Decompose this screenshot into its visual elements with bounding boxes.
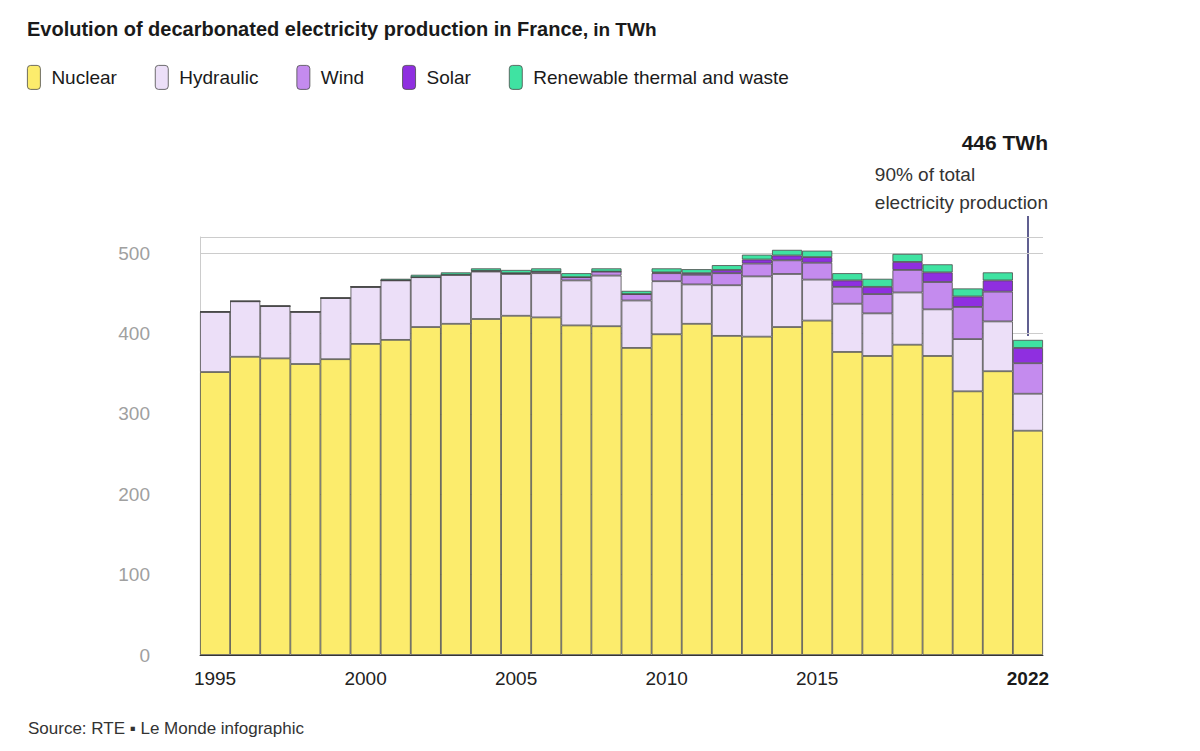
svg-text:2022: 2022 — [1007, 668, 1049, 689]
svg-text:Nuclear: Nuclear — [51, 67, 117, 88]
svg-text:in TWh: in TWh — [593, 19, 656, 40]
svg-text:0: 0 — [139, 645, 150, 666]
svg-text:2015: 2015 — [796, 668, 838, 689]
svg-text:2000: 2000 — [344, 668, 386, 689]
svg-text:Evolution of decarbonated elec: Evolution of decarbonated electricity pr… — [27, 18, 588, 40]
svg-text:500: 500 — [118, 243, 150, 264]
svg-text:Renewable thermal and waste: Renewable thermal and waste — [533, 67, 789, 88]
svg-text:electricity production: electricity production — [875, 192, 1048, 213]
svg-text:300: 300 — [118, 403, 150, 424]
svg-text:100: 100 — [118, 564, 150, 585]
svg-text:1995: 1995 — [194, 668, 236, 689]
svg-text:446 TWh: 446 TWh — [962, 131, 1048, 154]
svg-text:90% of total: 90% of total — [875, 164, 975, 185]
svg-text:2010: 2010 — [646, 668, 688, 689]
svg-text:Source: RTE ▪ Le Monde infogra: Source: RTE ▪ Le Monde infographic — [28, 719, 304, 738]
svg-text:200: 200 — [118, 484, 150, 505]
svg-text:Solar: Solar — [427, 67, 472, 88]
svg-text:2005: 2005 — [495, 668, 537, 689]
svg-text:400: 400 — [118, 323, 150, 344]
svg-text:Hydraulic: Hydraulic — [179, 67, 258, 88]
svg-text:Wind: Wind — [321, 67, 364, 88]
